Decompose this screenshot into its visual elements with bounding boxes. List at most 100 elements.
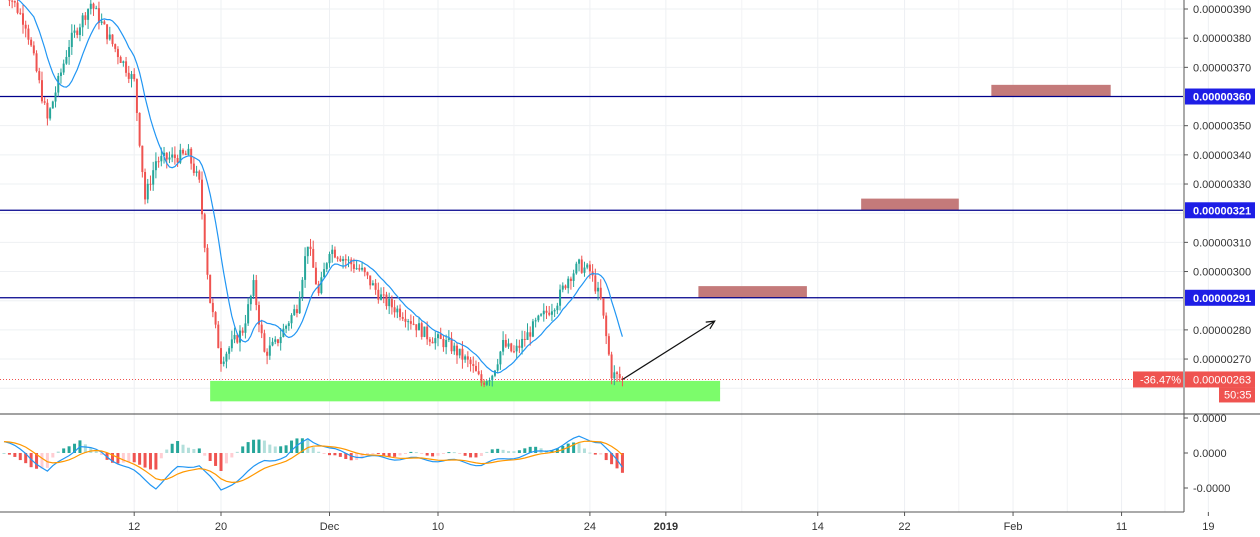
arrow-head bbox=[705, 320, 716, 330]
target-zone-2 bbox=[861, 198, 959, 211]
candle-body bbox=[27, 28, 30, 40]
price-tick-label: 0.00000340 bbox=[1193, 150, 1251, 162]
candle-body bbox=[179, 149, 182, 163]
candle-body bbox=[70, 32, 73, 48]
level-price-tag-label: 0.00000360 bbox=[1193, 92, 1251, 104]
candle-body bbox=[152, 170, 155, 185]
candle-body bbox=[233, 334, 236, 340]
candle-body bbox=[247, 304, 250, 324]
candle-body bbox=[84, 15, 87, 20]
macd-histogram-bar bbox=[512, 451, 516, 453]
candle-body bbox=[295, 309, 298, 314]
candle-body bbox=[260, 324, 263, 334]
macd-histogram-bar bbox=[420, 453, 424, 454]
candle-body bbox=[203, 214, 206, 248]
candle-body bbox=[575, 263, 578, 274]
candle-body bbox=[369, 275, 372, 286]
candle-body bbox=[569, 278, 572, 281]
macd-histogram-bar bbox=[501, 449, 505, 453]
candle-body bbox=[149, 183, 152, 185]
candle-body bbox=[176, 158, 179, 163]
macd-histogram-bar bbox=[51, 453, 55, 458]
arrow-line bbox=[622, 320, 715, 380]
price-tick-label: 0.00000350 bbox=[1193, 121, 1251, 133]
macd-histogram-bar bbox=[610, 453, 614, 465]
macd-histogram-bar bbox=[224, 453, 228, 464]
candle-body bbox=[157, 161, 160, 163]
change-percent-label: -36.47% bbox=[1140, 374, 1181, 386]
candle-body bbox=[51, 101, 54, 109]
candle-body bbox=[472, 364, 475, 366]
candle-body bbox=[491, 375, 494, 381]
macd-histogram-bar bbox=[588, 452, 592, 454]
macd-histogram-bar bbox=[40, 453, 44, 469]
candle-body bbox=[399, 308, 402, 318]
candle-body bbox=[54, 92, 57, 102]
countdown-tag bbox=[1219, 387, 1255, 403]
candle-body bbox=[198, 171, 201, 180]
macd-histogram-bar bbox=[203, 453, 207, 456]
macd-histogram-bar bbox=[235, 451, 239, 453]
macd-histogram-bar bbox=[45, 453, 49, 468]
countdown-label: 50:35 bbox=[1224, 389, 1252, 401]
macd-histogram-bar bbox=[474, 453, 478, 458]
macd-histogram-bar bbox=[577, 443, 581, 453]
candle-body bbox=[599, 287, 602, 299]
candle-body bbox=[225, 353, 228, 362]
macd-histogram-bar bbox=[121, 453, 125, 463]
macd-histogram-bar bbox=[523, 448, 527, 453]
target-zone-1 bbox=[698, 286, 807, 298]
candle-body bbox=[187, 148, 190, 155]
candle-body bbox=[485, 381, 488, 385]
candle-body bbox=[241, 330, 244, 333]
time-tick-label: 24 bbox=[584, 521, 596, 533]
candle-body bbox=[564, 285, 567, 289]
support-zone bbox=[210, 380, 721, 402]
macd-histogram-bar bbox=[447, 452, 451, 454]
candle-body bbox=[257, 305, 260, 325]
candle-body bbox=[561, 285, 564, 290]
macd-histogram-bar bbox=[127, 453, 131, 462]
macd-histogram-bar bbox=[219, 453, 223, 471]
candle-body bbox=[266, 351, 269, 356]
candle-body bbox=[87, 9, 90, 20]
macd-histogram-bar bbox=[67, 446, 71, 453]
candle-body bbox=[363, 267, 366, 273]
macd-histogram-bar bbox=[360, 453, 364, 459]
candle-body bbox=[255, 280, 258, 306]
candle-body bbox=[407, 321, 410, 323]
macd-histogram-bar bbox=[148, 453, 152, 470]
macd-line bbox=[3, 435, 623, 491]
candle-body bbox=[309, 246, 312, 249]
macd-histogram-bar bbox=[197, 448, 201, 453]
candle-body bbox=[89, 3, 92, 10]
macd-histogram-bar bbox=[143, 453, 147, 468]
candle-body bbox=[171, 154, 174, 158]
macd-histogram-bar bbox=[35, 453, 39, 469]
arrow-layer bbox=[622, 320, 716, 380]
macd-histogram-bar bbox=[284, 445, 288, 453]
candle-body bbox=[336, 257, 339, 259]
macd-histogram-bar bbox=[306, 438, 310, 453]
candle-body bbox=[127, 72, 130, 79]
candle-body bbox=[382, 294, 385, 296]
candle-body bbox=[607, 336, 610, 355]
candle-body bbox=[38, 71, 41, 81]
macd-histogram-bar bbox=[170, 443, 174, 453]
macd-histogram-bar bbox=[425, 453, 429, 456]
macd-histogram-bar bbox=[279, 446, 283, 453]
macd-histogram-bar bbox=[599, 453, 603, 455]
macd-tick-label: 0.0000 bbox=[1193, 448, 1227, 460]
candle-body bbox=[597, 287, 600, 292]
candle-body bbox=[409, 321, 412, 324]
candle-body bbox=[550, 311, 553, 315]
price-tick-label: 0.00000270 bbox=[1193, 354, 1251, 366]
macd-histogram-bar bbox=[593, 453, 597, 455]
candle-body bbox=[65, 56, 68, 64]
candle-body bbox=[586, 264, 589, 268]
candle-body bbox=[163, 152, 166, 156]
candle-body bbox=[401, 317, 404, 319]
candle-body bbox=[374, 283, 377, 290]
candle-body bbox=[206, 247, 209, 275]
